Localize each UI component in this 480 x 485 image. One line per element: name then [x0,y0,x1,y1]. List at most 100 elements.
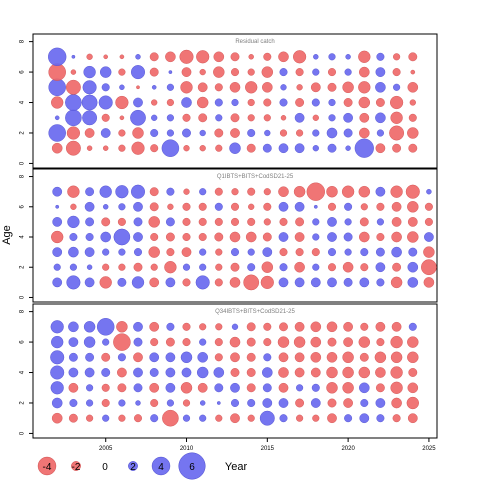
residual-bubble [102,263,110,271]
residual-bubble [68,352,78,362]
residual-bubble [231,248,239,257]
residual-bubble [179,49,194,64]
residual-bubble [247,263,256,272]
residual-bubble [358,50,371,63]
residual-bubble [263,218,271,226]
residual-bubble [392,414,401,423]
residual-bubble [71,54,76,59]
residual-bubble [231,217,239,226]
y-tick-label: 2 [20,131,26,135]
residual-bubble [342,351,354,364]
residual-bubble [133,383,143,393]
residual-bubble [86,414,94,422]
residual-bubble [131,276,145,289]
residual-bubble [405,184,420,199]
residual-bubble [131,141,145,155]
residual-bubble [113,333,131,351]
y-tick-label: 4 [20,100,26,104]
residual-bubble [82,110,98,126]
residual-bubble [135,54,141,60]
panel-2: 0 2 4 6 8 Q1IBTS+BITS+CodSD21-25 [20,168,438,303]
residual-bubble [148,216,160,228]
residual-bubble [243,274,260,291]
residual-bubble [86,399,94,407]
residual-bubble [149,382,160,393]
residual-bubble [231,323,239,330]
residual-bubble [54,115,60,121]
residual-bubble [278,367,289,378]
residual-bubble [214,278,223,287]
residual-bubble [311,383,320,392]
residual-bubble [182,263,191,271]
y-tick-label: 4 [20,235,26,239]
residual-bubble [260,275,274,289]
residual-bubble [312,145,319,152]
residual-bubble [215,248,223,256]
residual-bubble [263,98,272,107]
residual-bubble [296,84,303,91]
residual-bubble [166,187,175,196]
residual-bubble [313,204,318,209]
panel-title: Q34IBTS+BITS+CodSD21-25 [215,309,295,315]
residual-bubble [214,187,223,196]
residual-bubble [424,217,433,226]
residual-bubble [69,263,77,271]
residual-bubble [328,248,336,257]
residual-bubble [230,413,240,424]
residual-bubble [199,129,206,137]
panels: 0 2 4 6 8 Residual catch 0 2 4 6 8 Q1IBTS+BITS+CodS… [20,33,438,439]
residual-bubble [215,414,223,422]
residual-bubble [327,277,337,288]
residual-bubble [343,277,353,287]
residual-bubble [376,52,385,61]
residual-bubble [328,53,336,61]
residual-bubble [408,247,418,257]
residual-bubble [294,201,305,212]
residual-bubble [133,262,143,272]
residual-bubble [375,143,386,154]
x-tick-label: 2025 [422,446,436,452]
y-axis-label: Age [1,225,13,245]
residual-bubble [246,322,256,332]
residual-bubble [68,321,79,333]
residual-bubble [262,383,272,393]
residual-bubble [65,79,81,95]
residual-bubble [263,322,272,331]
residual-bubble [279,414,288,423]
residual-bubble [195,275,210,290]
residual-bubble [198,113,208,123]
residual-bubble [294,352,305,363]
residual-bubble [310,321,322,333]
residual-bubble [279,248,288,257]
residual-bubble [423,246,435,258]
residual-bubble [390,276,403,289]
residual-bubble [327,217,337,227]
residual-bubble [53,263,61,271]
y-tick-label: 8 [20,309,26,313]
residual-bubble [390,185,403,198]
residual-bubble [166,129,174,137]
residual-bubble [66,126,80,140]
residual-bubble [118,144,126,152]
residual-bubble [115,95,129,110]
x-axis: 2005 2010 2015 2020 2025 [99,437,436,452]
residual-bubble [261,261,274,273]
legend-label: 6 [189,462,195,473]
residual-bubble [51,335,64,349]
y-tick-label: 4 [20,370,26,374]
residual-bubble [149,352,160,363]
residual-bubble [103,54,108,60]
residual-bubble [199,323,207,331]
residual-bubble [375,98,385,107]
residual-bubble [130,109,146,126]
legend-bubble [37,456,57,476]
residual-bubble [182,128,191,138]
residual-bubble [360,248,369,257]
residual-bubble [181,247,192,257]
residual-bubble [343,128,353,138]
residual-bubble [133,367,143,378]
y-tick-label: 8 [20,174,26,178]
residual-bubble [133,232,143,242]
residual-bubble [133,352,143,363]
residual-bubble [84,247,95,257]
